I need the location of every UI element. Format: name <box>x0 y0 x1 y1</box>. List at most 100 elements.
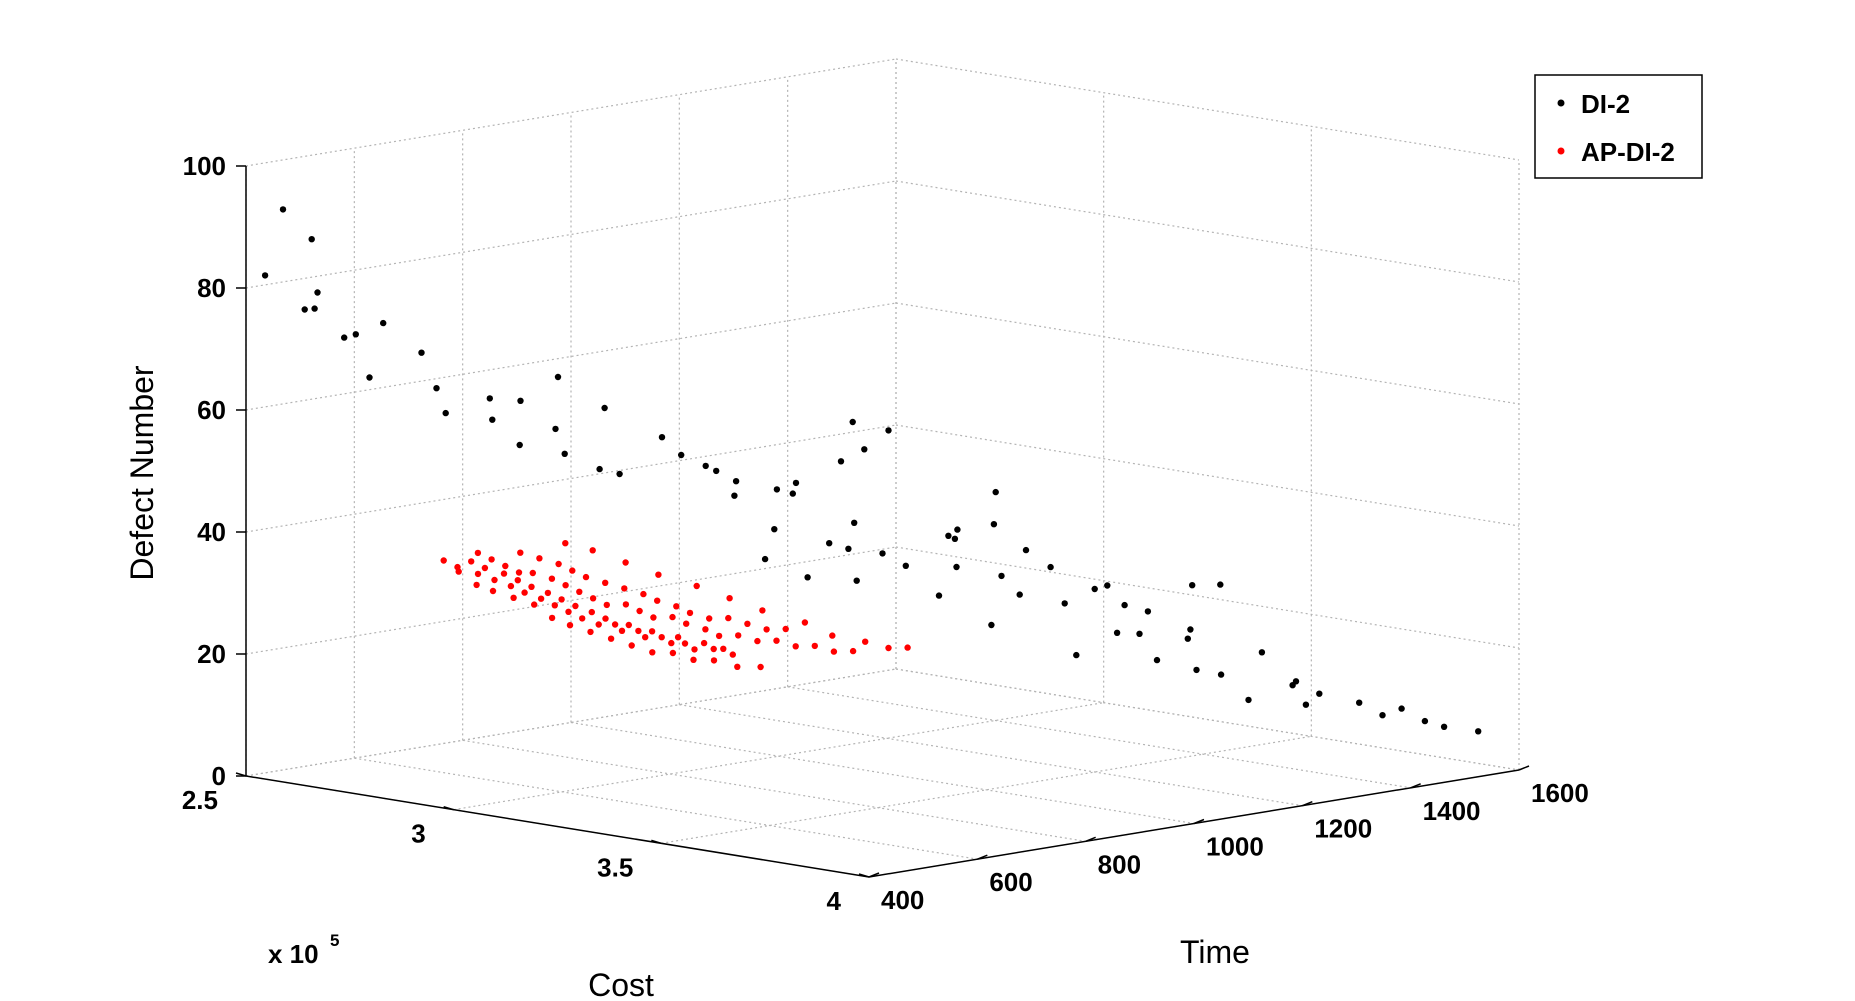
data-point-di-2 <box>352 331 359 338</box>
data-point-ap-di-2 <box>759 607 766 614</box>
data-point-di-2 <box>1091 585 1098 593</box>
legend-marker-ap-di-2 <box>1557 147 1565 155</box>
data-point-di-2 <box>1073 651 1080 659</box>
data-point-di-2 <box>1356 699 1363 706</box>
data-point-di-2 <box>935 592 943 599</box>
data-point-di-2 <box>1136 630 1143 637</box>
z-tick-label: 60 <box>197 395 226 425</box>
data-point-di-2 <box>261 272 269 279</box>
legend-label-di-2: DI-2 <box>1581 89 1630 119</box>
data-point-ap-di-2 <box>654 597 661 604</box>
data-point-ap-di-2 <box>710 645 717 653</box>
legend-box <box>1534 74 1703 179</box>
data-point-di-2 <box>849 418 856 426</box>
data-point-ap-di-2 <box>474 549 482 557</box>
data-point-ap-di-2 <box>502 562 509 570</box>
data-point-di-2 <box>1144 608 1152 615</box>
floor-gridline-y <box>462 739 1086 842</box>
data-point-ap-di-2 <box>531 601 538 608</box>
data-point-di-2 <box>596 465 603 473</box>
right-wall-gridline-z <box>895 302 1520 405</box>
data-point-di-2 <box>1379 712 1386 719</box>
data-point-ap-di-2 <box>642 634 649 641</box>
data-point-di-2 <box>853 577 860 584</box>
data-point-ap-di-2 <box>658 634 665 641</box>
ticks-layer: 2.5 3 3.5 4 400 600 800 1000 1200 1400 1600 0 20 40 60… <box>182 151 1589 916</box>
data-point-ap-di-2 <box>650 614 657 621</box>
data-point-ap-di-2 <box>726 595 733 602</box>
data-point-ap-di-2 <box>622 559 629 566</box>
data-point-ap-di-2 <box>849 647 857 655</box>
y-tick-mark <box>1302 800 1313 807</box>
data-point-di-2 <box>953 563 960 571</box>
data-point-ap-di-2 <box>582 573 590 581</box>
right-wall-gridline-z <box>895 546 1520 649</box>
y-tick-label: 600 <box>989 867 1032 897</box>
data-point-ap-di-2 <box>690 656 697 663</box>
z-tick-label: 80 <box>197 273 226 303</box>
data-point-di-2 <box>433 385 440 392</box>
data-point-di-2 <box>1217 671 1225 678</box>
data-point-di-2 <box>308 236 315 243</box>
data-point-di-2 <box>1245 696 1252 704</box>
legend-marker-di-2 <box>1557 99 1565 107</box>
data-point-ap-di-2 <box>640 590 647 598</box>
data-point-ap-di-2 <box>702 626 709 633</box>
data-point-di-2 <box>732 478 740 485</box>
left-wall-gridline-z <box>245 58 897 167</box>
data-point-di-2 <box>731 492 738 499</box>
data-point-ap-di-2 <box>635 627 642 635</box>
data-point-di-2 <box>279 206 287 213</box>
data-point-di-2 <box>341 334 348 341</box>
grid-layer <box>245 58 1520 878</box>
data-point-ap-di-2 <box>885 644 892 652</box>
data-point-ap-di-2 <box>829 632 836 639</box>
legend: DI-2 AP-DI-2 <box>1534 74 1703 179</box>
data-point-di-2 <box>1121 601 1128 609</box>
x-tick-label: 3.5 <box>597 852 633 882</box>
data-point-ap-di-2 <box>507 582 515 590</box>
data-point-ap-di-2 <box>611 621 619 628</box>
data-point-di-2 <box>552 425 559 433</box>
data-point-ap-di-2 <box>455 568 462 575</box>
y-tick-mark <box>1518 765 1530 771</box>
data-point-di-2 <box>1421 717 1429 725</box>
data-point-ap-di-2 <box>491 576 498 584</box>
data-point-di-2 <box>951 535 959 542</box>
z-tick-label: 0 <box>212 761 226 791</box>
x-tick-mark <box>443 805 454 811</box>
x-axis-multiplier: x 10 <box>268 939 319 969</box>
data-point-ap-di-2 <box>589 547 596 554</box>
data-point-di-2 <box>1047 563 1054 571</box>
data-point-ap-di-2 <box>904 644 911 651</box>
data-point-di-2 <box>1184 635 1192 642</box>
data-point-ap-di-2 <box>607 635 615 642</box>
data-point-di-2 <box>516 441 523 449</box>
data-point-di-2 <box>561 450 568 457</box>
y-tick-mark <box>1410 783 1421 789</box>
data-point-di-2 <box>792 479 800 487</box>
data-point-di-2 <box>845 545 852 552</box>
data-point-ap-di-2 <box>579 615 586 622</box>
x-axis-label: Cost <box>588 967 654 1001</box>
data-point-ap-di-2 <box>566 622 574 629</box>
data-point-ap-di-2 <box>669 613 676 621</box>
y-tick-label: 1600 <box>1531 778 1589 808</box>
floor-gridline-y <box>570 721 1195 825</box>
data-point-ap-di-2 <box>576 588 583 595</box>
data-point-ap-di-2 <box>792 643 799 650</box>
data-point-ap-di-2 <box>489 587 497 595</box>
data-point-ap-di-2 <box>706 615 713 622</box>
data-point-ap-di-2 <box>782 625 789 633</box>
data-point-ap-di-2 <box>622 601 630 608</box>
data-point-di-2 <box>1302 701 1310 708</box>
y-tick-label: 400 <box>881 885 924 915</box>
y-axis-label: Time <box>1180 934 1250 970</box>
data-point-di-2 <box>489 416 496 423</box>
data-point-ap-di-2 <box>725 614 732 622</box>
data-point-di-2 <box>713 467 720 475</box>
data-point-ap-di-2 <box>686 609 694 617</box>
data-point-ap-di-2 <box>548 575 556 582</box>
data-point-di-2 <box>988 621 995 629</box>
